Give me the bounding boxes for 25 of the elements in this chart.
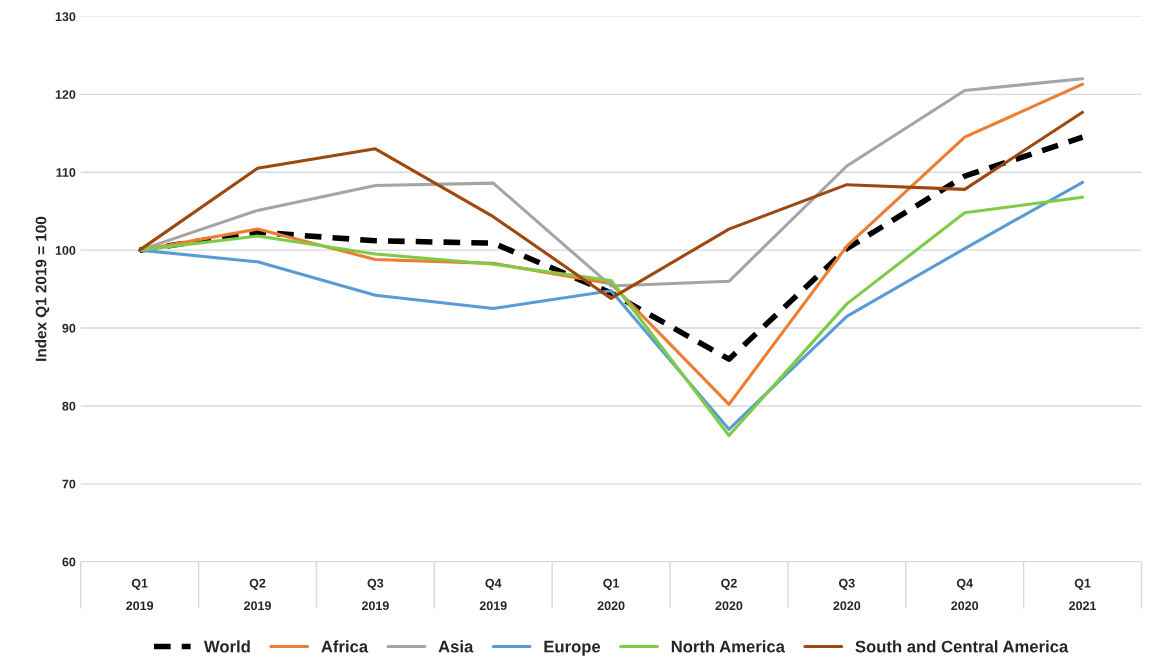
x-tick-label: Q2 2020 — [715, 578, 743, 611]
y-tick-label: 130 — [55, 12, 76, 22]
legend-label: Asia — [438, 640, 474, 653]
y-tick-label: 110 — [56, 168, 76, 177]
y-tick-label: 90 — [62, 323, 76, 333]
x-tick-label: Q1 2021 — [1069, 578, 1097, 611]
x-tick-label: Q1 2019 — [126, 578, 154, 611]
x-tick-label: Q1 2020 — [597, 578, 625, 611]
x-tick-label: Q4 2020 — [951, 578, 979, 611]
y-tick-label: 70 — [62, 479, 76, 489]
legend-label: North America — [671, 640, 786, 653]
x-tick-label: Q3 2020 — [833, 578, 861, 611]
legend-label: South and Central America — [855, 640, 1069, 653]
x-tick-label: Q2 2019 — [244, 578, 271, 611]
y-tick-label: 80 — [62, 401, 76, 411]
x-tick-label: Q3 2019 — [361, 578, 389, 611]
legend-label: Europe — [544, 640, 601, 656]
line-series — [138, 110, 1085, 300]
legend-label: Africa — [321, 640, 369, 653]
legend-label: World — [203, 640, 250, 653]
y-tick-label: 60 — [62, 557, 76, 567]
y-tick-label: 120 — [55, 90, 76, 99]
y-axis-title: Index Q1 2019 = 100 — [35, 216, 50, 361]
x-tick-label: Q4 2019 — [479, 578, 507, 611]
y-tick-label: 100 — [55, 245, 76, 255]
